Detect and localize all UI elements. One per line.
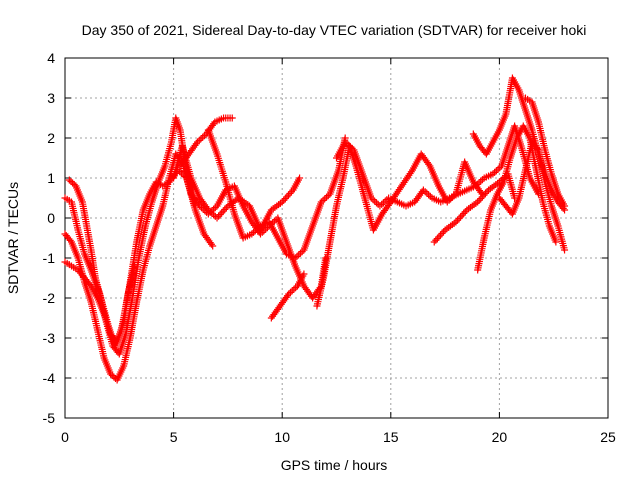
track4-marker <box>69 179 77 187</box>
track11-marker <box>372 199 380 207</box>
track12-marker <box>478 193 486 201</box>
track10-marker <box>425 160 433 168</box>
track6-point <box>228 114 236 122</box>
x-tick-label: 10 <box>274 429 290 445</box>
track2-marker <box>66 236 74 244</box>
track3-point <box>209 242 217 250</box>
track12-marker <box>483 188 491 196</box>
y-tick-label: -5 <box>43 410 56 426</box>
track12-marker <box>433 235 441 243</box>
track5-point <box>296 174 304 182</box>
track12-point <box>474 198 482 206</box>
track3-marker <box>207 240 215 248</box>
track5-marker <box>281 195 289 203</box>
track9-point <box>300 270 308 278</box>
y-tick-label: -2 <box>43 290 56 306</box>
track11-marker <box>492 167 500 175</box>
track9-marker <box>288 287 296 295</box>
x-axis-label: GPS time / hours <box>281 457 388 473</box>
track4-marker <box>67 178 75 185</box>
track12-marker <box>481 189 489 197</box>
track14-point <box>552 238 560 246</box>
track5-marker <box>288 188 296 196</box>
y-tick-label: 3 <box>47 90 55 106</box>
track9-marker <box>290 285 298 293</box>
track12-marker <box>458 211 466 219</box>
track5-marker <box>284 191 292 199</box>
track5-marker <box>221 205 229 213</box>
chart-title: Day 350 of 2021, Sidereal Day-to-day VTE… <box>82 22 587 38</box>
track8-marker <box>296 249 304 257</box>
x-tick-label: 0 <box>61 429 69 445</box>
track12-point <box>452 218 460 226</box>
track5-marker <box>286 189 294 197</box>
track12-marker <box>438 229 446 237</box>
y-tick-label: -3 <box>43 330 56 346</box>
track5-marker <box>280 196 288 204</box>
track2-marker <box>108 372 116 379</box>
track5-marker <box>215 212 223 220</box>
track12-marker <box>480 191 488 199</box>
y-tick-label: 0 <box>47 210 55 226</box>
track5-marker <box>222 204 230 212</box>
plot-frame <box>64 57 609 419</box>
track11-marker <box>494 165 502 173</box>
x-tick-label: 25 <box>600 429 616 445</box>
track12-point <box>430 238 438 246</box>
track3-marker <box>86 280 94 288</box>
x-axis: 0 5 10 15 20 25 <box>61 58 616 445</box>
track5-marker <box>283 193 291 201</box>
y-axis: 4 3 2 1 0 -1 -2 -3 -4 -5 <box>43 50 608 426</box>
track12-marker <box>457 213 465 221</box>
track11-marker <box>423 189 431 197</box>
track11-marker <box>425 191 433 199</box>
track12-marker <box>455 215 463 223</box>
track4-point <box>131 262 139 270</box>
y-tick-label: 4 <box>47 50 55 66</box>
track5-marker <box>218 209 226 217</box>
track12-marker <box>460 209 468 217</box>
track12-marker <box>435 233 443 241</box>
track12-marker <box>477 195 485 203</box>
y-axis-label: SDTVAR / TECUs <box>5 182 21 294</box>
track8-marker <box>321 195 329 203</box>
x-tick-label: 20 <box>492 429 508 445</box>
track7-marker <box>194 200 202 208</box>
track12-marker <box>432 236 440 244</box>
track8-marker <box>293 252 301 260</box>
track16-point <box>561 202 569 210</box>
y-tick-label: -1 <box>43 250 56 266</box>
y-tick-label: -4 <box>43 370 56 386</box>
track6-marker <box>199 133 207 141</box>
track5-point <box>213 214 221 222</box>
track5-marker <box>216 211 224 219</box>
track12-marker <box>475 196 483 204</box>
y-tick-label: 1 <box>47 170 55 186</box>
track11-marker <box>477 177 485 185</box>
track4-point <box>65 176 73 184</box>
data-points <box>61 74 569 384</box>
y-tick-label: 2 <box>47 130 55 146</box>
track2-point <box>107 370 115 378</box>
track8-marker <box>323 193 331 201</box>
track12-marker <box>440 228 448 236</box>
track6-marker <box>192 140 200 148</box>
track12-marker <box>454 216 462 224</box>
x-tick-label: 5 <box>170 429 178 445</box>
track12-marker <box>436 231 444 239</box>
track15-marker <box>533 144 541 152</box>
x-tick-label: 15 <box>383 429 399 445</box>
track6-marker <box>197 135 205 143</box>
track2-marker <box>110 373 118 381</box>
track9-marker <box>283 292 291 300</box>
track15-point <box>561 246 569 254</box>
track12-marker <box>461 208 469 216</box>
track11-marker <box>371 197 379 205</box>
track5-marker <box>219 207 227 215</box>
track5-point <box>278 198 286 206</box>
